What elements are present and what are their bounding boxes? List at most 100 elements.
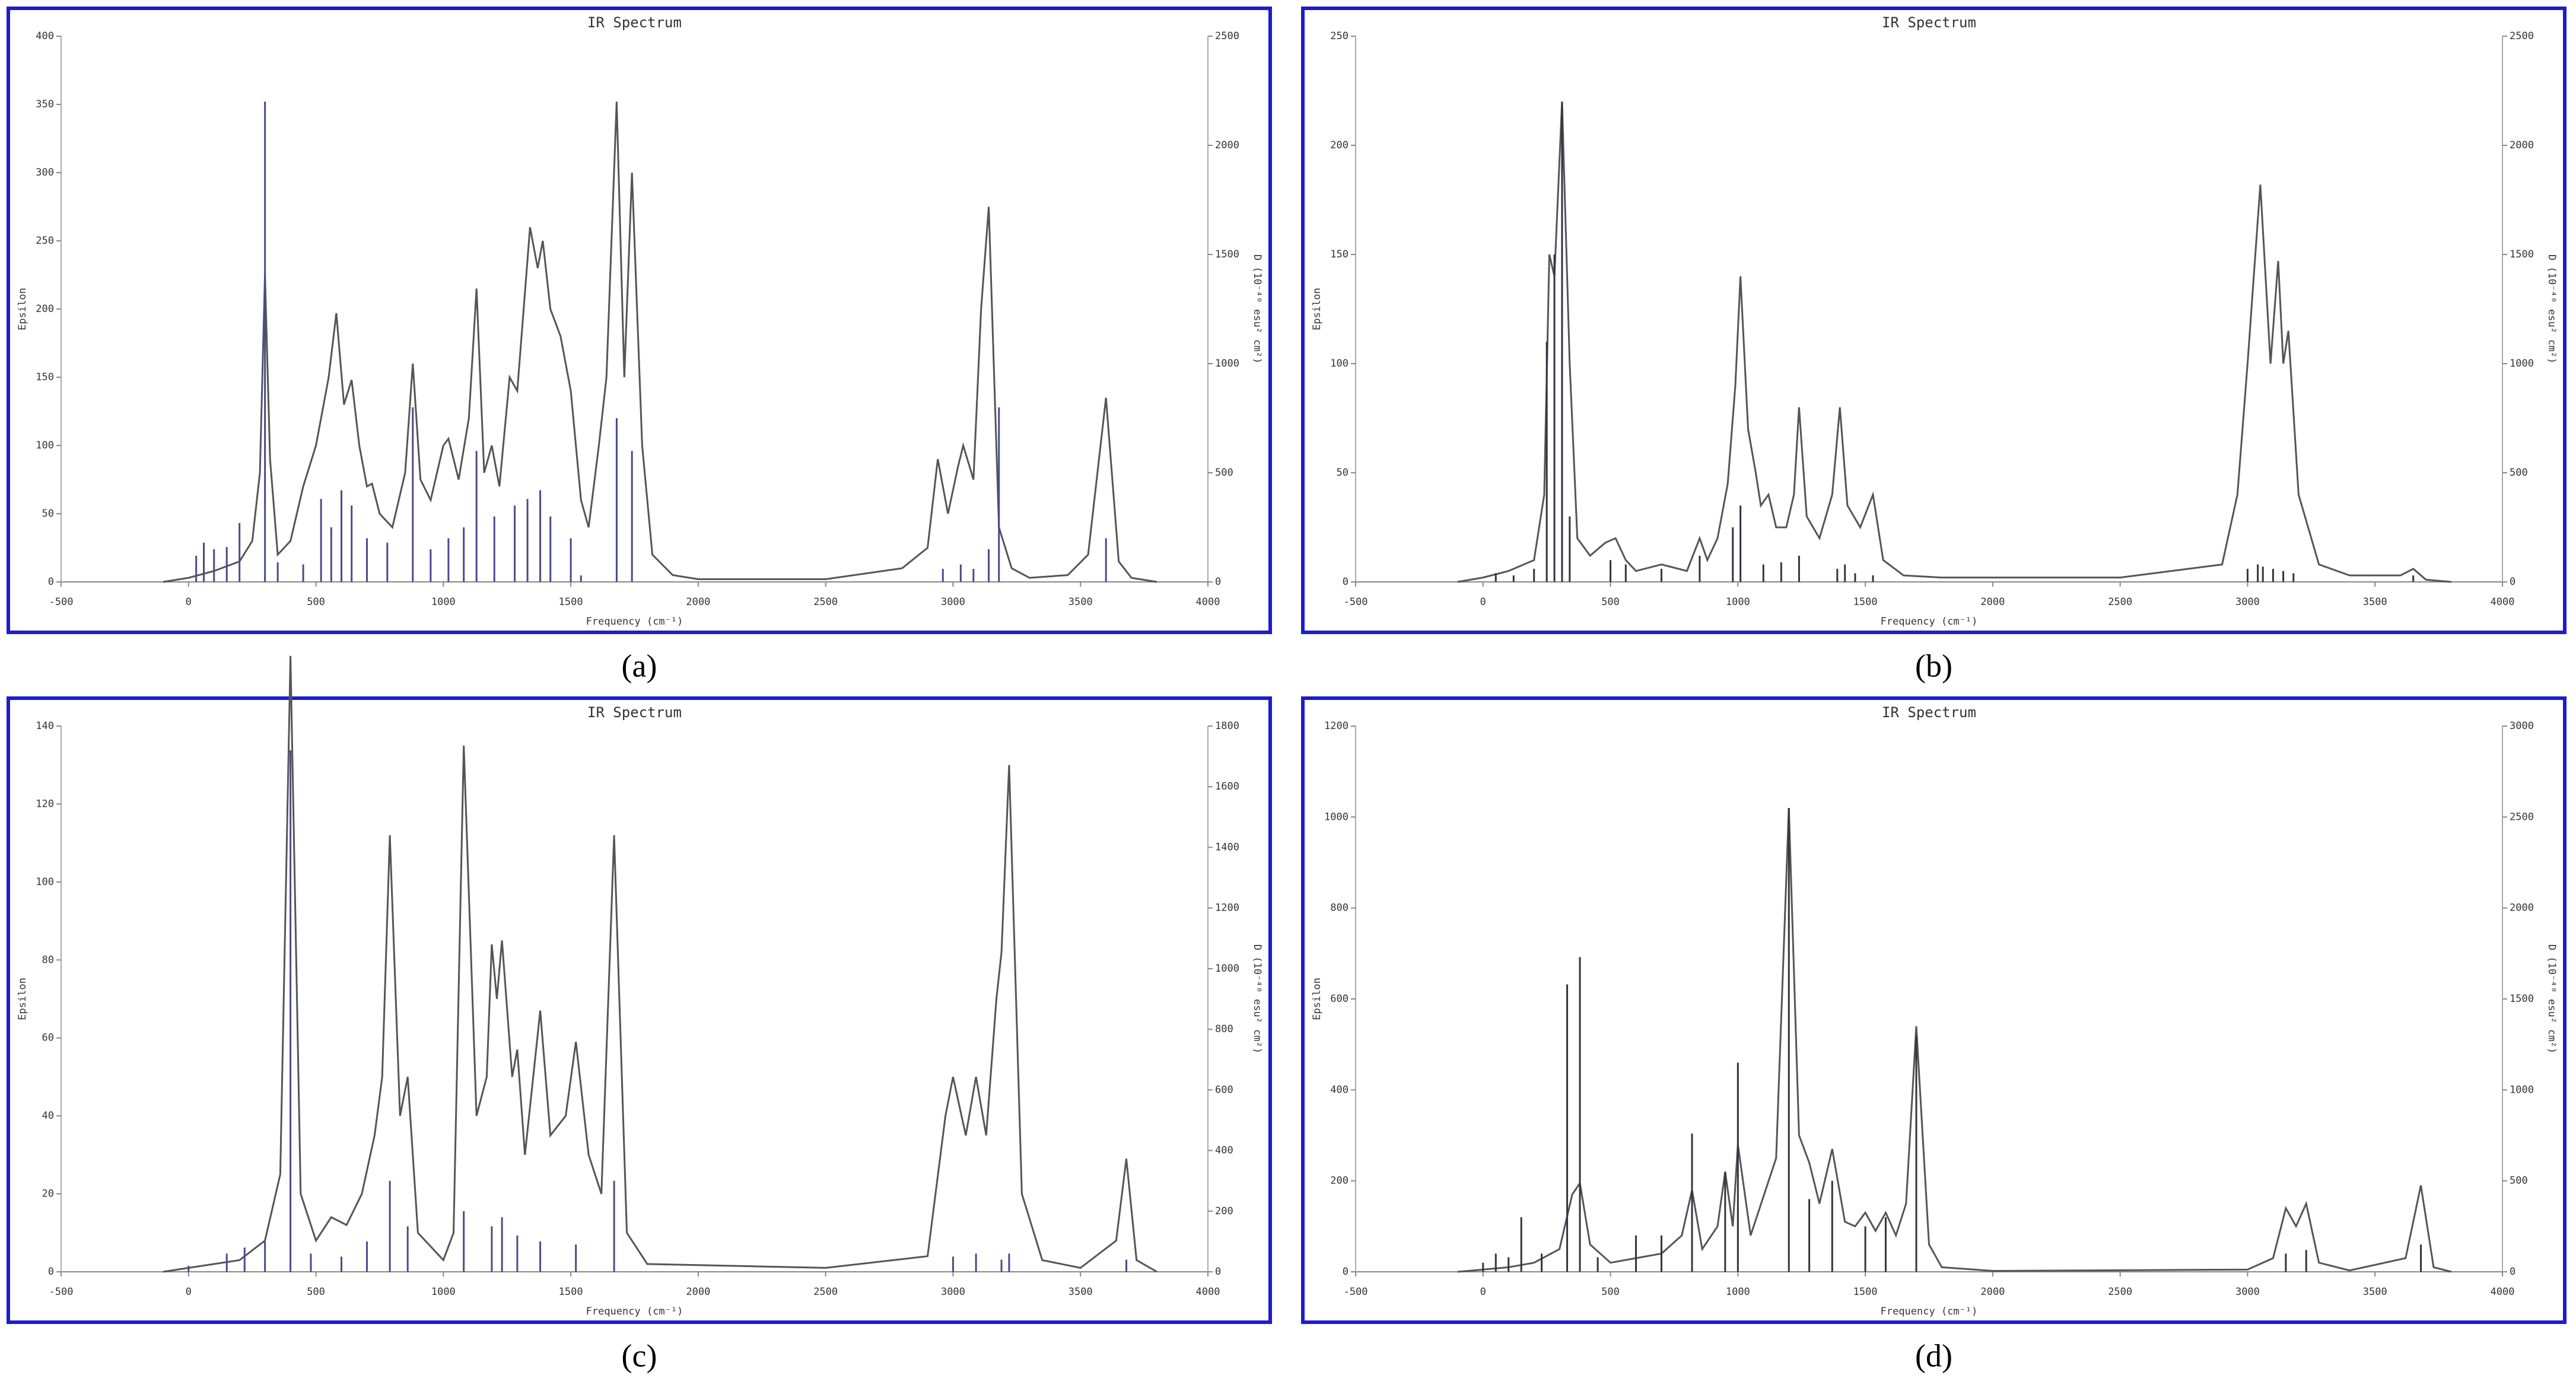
x-tick-label: 0 bbox=[1480, 1286, 1486, 1298]
y2-axis-label: D (10⁻⁴⁰ esu² cm²) bbox=[2546, 944, 2558, 1054]
spectrum-line bbox=[163, 655, 1157, 1273]
y2-tick-label: 400 bbox=[1215, 1145, 1233, 1157]
x-tick-label: 3000 bbox=[2235, 1286, 2260, 1298]
x-tick-label: 1500 bbox=[1853, 1286, 1878, 1298]
y-tick-label: 150 bbox=[1330, 249, 1349, 260]
spectrum-line bbox=[1457, 807, 2452, 1273]
y-tick-label: 200 bbox=[36, 303, 54, 315]
y2-tick-label: 0 bbox=[2510, 1266, 2515, 1278]
x-tick-label: 500 bbox=[1601, 596, 1620, 608]
y2-tick-label: 1000 bbox=[1215, 358, 1239, 370]
x-tick-label: 3500 bbox=[2363, 596, 2387, 608]
panel-label: (d) bbox=[1915, 1338, 1952, 1373]
y-tick-label: 300 bbox=[36, 167, 54, 179]
y2-tick-label: 500 bbox=[2510, 467, 2528, 479]
y-tick-label: 0 bbox=[48, 576, 54, 588]
x-tick-label: 2500 bbox=[813, 596, 838, 608]
y-tick-label: 400 bbox=[1330, 1084, 1349, 1096]
panel-label: (b) bbox=[1915, 648, 1952, 683]
x-tick-label: 500 bbox=[307, 1286, 325, 1298]
y-tick-label: 40 bbox=[42, 1110, 54, 1122]
x-axis-label: Frequency (cm⁻¹) bbox=[586, 1306, 683, 1317]
y2-tick-label: 200 bbox=[1215, 1205, 1233, 1217]
y2-tick-label: 1600 bbox=[1215, 781, 1239, 793]
y2-tick-label: 2000 bbox=[2510, 902, 2534, 914]
y-tick-label: 250 bbox=[36, 235, 54, 247]
x-tick-label: 2000 bbox=[686, 596, 710, 608]
x-tick-label: 4000 bbox=[1196, 1286, 1220, 1298]
x-tick-label: 3500 bbox=[1068, 596, 1093, 608]
y2-tick-label: 1800 bbox=[1215, 720, 1239, 732]
x-tick-label: 1500 bbox=[1853, 596, 1878, 608]
y2-tick-label: 0 bbox=[1215, 1266, 1221, 1278]
y-tick-label: 50 bbox=[1337, 467, 1349, 479]
y2-tick-label: 600 bbox=[1215, 1084, 1233, 1096]
panel-label: (c) bbox=[622, 1338, 657, 1373]
x-tick-label: 2000 bbox=[686, 1286, 710, 1298]
panel-border bbox=[7, 696, 1272, 1324]
y-tick-label: 200 bbox=[1330, 139, 1349, 151]
y-tick-label: 120 bbox=[36, 798, 54, 810]
spectrum-line bbox=[1457, 101, 2452, 583]
x-axis-label: Frequency (cm⁻¹) bbox=[586, 616, 683, 628]
y-tick-label: 400 bbox=[36, 30, 54, 42]
y-tick-label: 200 bbox=[1330, 1175, 1349, 1187]
y-tick-label: 100 bbox=[36, 440, 54, 451]
y-tick-label: 100 bbox=[36, 876, 54, 888]
x-tick-label: 4000 bbox=[1196, 596, 1220, 608]
x-tick-label: -500 bbox=[1344, 596, 1368, 608]
y-tick-label: 1200 bbox=[1324, 720, 1349, 732]
y-tick-label: 0 bbox=[1343, 576, 1349, 588]
x-tick-label: 1000 bbox=[431, 1286, 456, 1298]
y-axis-label: Epsilon bbox=[1311, 288, 1323, 330]
y2-tick-label: 0 bbox=[2510, 576, 2515, 588]
y2-tick-label: 2500 bbox=[2510, 811, 2534, 823]
x-tick-label: 1000 bbox=[431, 596, 456, 608]
x-tick-label: 500 bbox=[307, 596, 325, 608]
y-axis-label: Epsilon bbox=[1311, 978, 1323, 1020]
y-tick-label: 80 bbox=[42, 954, 54, 966]
chart-title: IR Spectrum bbox=[587, 704, 682, 721]
chart-title: IR Spectrum bbox=[587, 14, 682, 31]
y2-tick-label: 1000 bbox=[2510, 358, 2534, 370]
y-tick-label: 20 bbox=[42, 1188, 54, 1200]
panel-label: (a) bbox=[622, 648, 657, 683]
y-tick-label: 60 bbox=[42, 1032, 54, 1044]
x-tick-label: 3500 bbox=[2363, 1286, 2387, 1298]
x-tick-label: 0 bbox=[186, 596, 192, 608]
y-tick-label: 800 bbox=[1330, 902, 1349, 914]
y2-tick-label: 1200 bbox=[1215, 902, 1239, 914]
y2-tick-label: 1500 bbox=[2510, 249, 2534, 260]
x-tick-label: 500 bbox=[1601, 1286, 1620, 1298]
spectrum-line bbox=[163, 101, 1157, 583]
x-tick-label: 4000 bbox=[2491, 1286, 2515, 1298]
y-tick-label: 250 bbox=[1330, 30, 1349, 42]
y-tick-label: 1000 bbox=[1324, 811, 1349, 823]
y2-tick-label: 1500 bbox=[1215, 249, 1239, 260]
x-tick-label: 1500 bbox=[559, 1286, 583, 1298]
y2-tick-label: 1400 bbox=[1215, 841, 1239, 853]
y-tick-label: 600 bbox=[1330, 993, 1349, 1005]
y-tick-label: 100 bbox=[1330, 358, 1349, 370]
y2-axis-label: D (10⁻⁴⁰ esu² cm²) bbox=[2546, 254, 2558, 364]
y2-tick-label: 0 bbox=[1215, 576, 1221, 588]
x-tick-label: -500 bbox=[1344, 1286, 1368, 1298]
x-axis-label: Frequency (cm⁻¹) bbox=[1881, 1306, 1978, 1317]
y2-tick-label: 1000 bbox=[2510, 1084, 2534, 1096]
y-tick-label: 150 bbox=[36, 371, 54, 383]
y-tick-label: 140 bbox=[36, 720, 54, 732]
y-tick-label: 0 bbox=[1343, 1266, 1349, 1278]
y2-tick-label: 800 bbox=[1215, 1023, 1233, 1035]
x-tick-label: 0 bbox=[186, 1286, 192, 1298]
y-axis-label: Epsilon bbox=[17, 978, 28, 1020]
y2-tick-label: 3000 bbox=[2510, 720, 2534, 732]
x-tick-label: 3000 bbox=[2235, 596, 2260, 608]
x-tick-label: -500 bbox=[49, 596, 74, 608]
x-tick-label: 1000 bbox=[1726, 596, 1750, 608]
panel: IR Spectrum Frequency (cm⁻¹) Epsilon D (10⁻… bbox=[1301, 7, 2567, 634]
y2-tick-label: 1500 bbox=[2510, 993, 2534, 1005]
x-tick-label: 2500 bbox=[2108, 596, 2132, 608]
x-tick-label: 3000 bbox=[941, 596, 965, 608]
x-tick-label: 3500 bbox=[1068, 1286, 1093, 1298]
x-tick-label: 1500 bbox=[559, 596, 583, 608]
